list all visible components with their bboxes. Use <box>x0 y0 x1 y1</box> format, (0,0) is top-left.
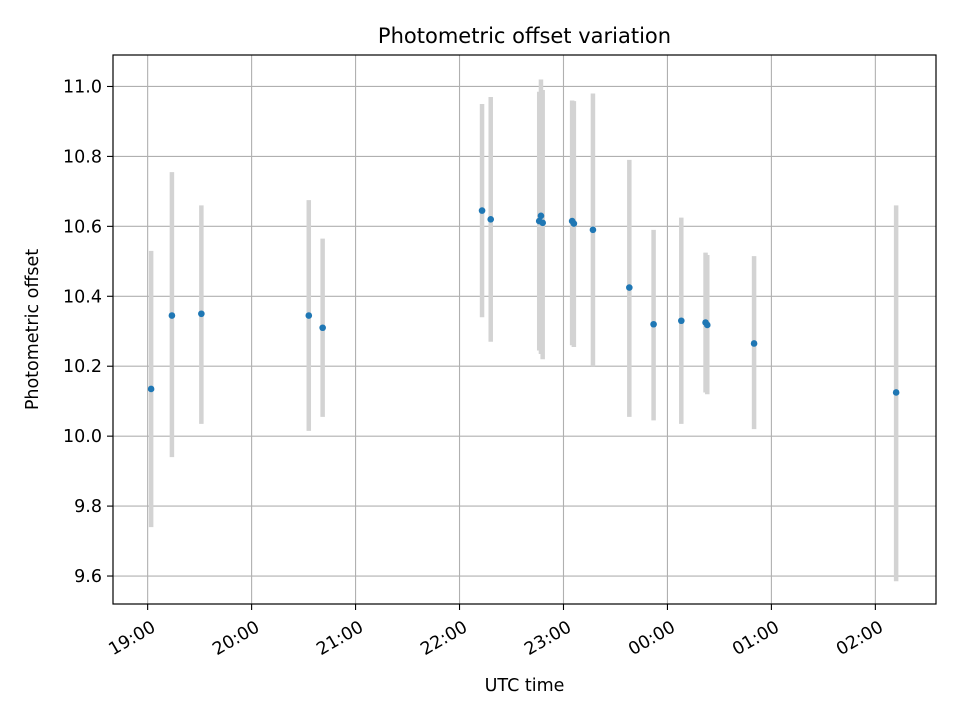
axes-frame <box>112 54 937 605</box>
y-tick-label: 10.0 <box>63 427 102 447</box>
data-points <box>147 207 900 396</box>
data-point <box>198 310 205 318</box>
data-point <box>892 389 900 396</box>
y-tick-label: 9.6 <box>74 567 102 587</box>
data-point <box>703 321 711 329</box>
y-tick-label: 11.0 <box>63 77 102 97</box>
data-point <box>678 317 685 325</box>
y-tick-label: 10.4 <box>63 287 102 307</box>
data-point <box>147 385 155 393</box>
data-point <box>589 226 597 234</box>
data-point <box>626 284 633 291</box>
data-point <box>539 219 546 227</box>
data-point <box>570 220 578 227</box>
data-point <box>319 324 326 332</box>
chart-title: Photometric offset variation <box>378 24 671 48</box>
y-tick-label: 10.8 <box>63 147 102 167</box>
x-axis-label: UTC time <box>485 676 565 696</box>
data-point <box>650 320 657 328</box>
grid-lines <box>113 55 936 604</box>
y-tick-label: 9.8 <box>74 497 102 517</box>
data-point <box>487 216 495 223</box>
data-point <box>168 312 176 319</box>
y-tick-label: 10.2 <box>63 357 102 377</box>
y-tick-label: 10.6 <box>63 217 102 237</box>
data-point <box>305 312 313 319</box>
y-axis-label: Photometric offset <box>23 249 43 410</box>
data-point <box>478 207 486 214</box>
data-point <box>750 340 758 347</box>
data-point <box>537 212 545 220</box>
y-axis-ticks: 9.6 9.8 10.0 10.2 10.4 10.6 10.8 11.0 <box>63 77 113 587</box>
